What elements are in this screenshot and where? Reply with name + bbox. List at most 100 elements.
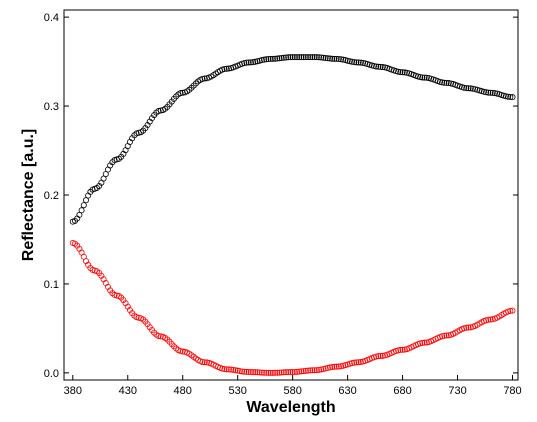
x-tick-label: 480 <box>174 385 192 397</box>
data-point <box>241 60 248 67</box>
data-point <box>338 56 345 63</box>
y-axis: 0.0 0.1 0.2 0.3 0.4 <box>44 12 518 380</box>
data-point <box>265 56 272 63</box>
data-point <box>485 89 492 96</box>
data-point <box>313 367 320 374</box>
x-axis-title: Wavelength <box>246 399 335 416</box>
data-point <box>267 369 274 376</box>
y-tick-label: 0.2 <box>44 190 59 202</box>
data-point <box>342 57 349 64</box>
data-point <box>177 348 184 355</box>
data-point <box>487 89 494 96</box>
data-point <box>357 359 364 366</box>
data-point <box>335 56 342 63</box>
data-point <box>333 55 340 62</box>
data-point <box>370 63 377 70</box>
data-point <box>320 54 327 61</box>
data-point <box>311 367 318 374</box>
data-point <box>289 368 296 375</box>
data-point <box>333 363 340 370</box>
data-point <box>421 339 428 346</box>
data-point <box>331 55 338 62</box>
data-point <box>359 59 366 66</box>
y-tick-label: 0.4 <box>44 12 59 24</box>
data-point <box>423 339 430 346</box>
data-point <box>313 54 320 61</box>
data-point <box>379 352 386 359</box>
data-point <box>327 364 334 371</box>
x-tick-label: 680 <box>393 385 411 397</box>
data-point <box>199 75 206 82</box>
data-point <box>300 54 307 61</box>
data-point <box>417 340 424 347</box>
data-point <box>247 369 254 376</box>
data-point <box>267 55 274 62</box>
data-point <box>318 54 325 61</box>
data-point <box>507 307 514 314</box>
data-point <box>274 55 281 62</box>
data-point <box>80 202 87 209</box>
data-point <box>296 368 303 375</box>
data-point <box>316 366 323 373</box>
data-point <box>225 65 232 72</box>
data-point <box>505 93 512 100</box>
data-point <box>443 332 450 339</box>
data-point <box>298 368 305 375</box>
data-point <box>419 339 426 346</box>
data-point <box>357 59 364 66</box>
data-point <box>283 54 290 61</box>
data-point <box>324 55 331 62</box>
data-point <box>223 366 230 373</box>
x-tick-label: 380 <box>64 385 82 397</box>
data-point <box>469 85 476 92</box>
data-point <box>258 57 265 64</box>
plot-area-frame <box>63 9 519 381</box>
data-point <box>289 54 296 61</box>
data-point <box>502 93 509 100</box>
y-tick-label: 0.0 <box>44 368 59 380</box>
data-point <box>340 56 347 63</box>
data-point <box>252 369 259 376</box>
data-point <box>480 88 487 95</box>
data-point <box>179 89 186 96</box>
data-point <box>419 74 426 81</box>
data-point <box>509 307 516 314</box>
data-point <box>305 367 312 374</box>
data-point <box>245 59 252 66</box>
data-point <box>252 58 259 65</box>
data-point <box>355 359 362 366</box>
data-point <box>318 366 325 373</box>
data-point <box>287 54 294 61</box>
data-point <box>401 346 408 353</box>
data-point <box>298 54 305 61</box>
data-point <box>327 55 334 62</box>
data-point <box>491 90 498 97</box>
data-point <box>344 57 351 64</box>
x-tick-label: 580 <box>283 385 301 397</box>
data-point <box>280 369 287 376</box>
data-point <box>155 108 162 115</box>
data-point <box>243 368 250 375</box>
series-1 <box>69 54 516 225</box>
data-point <box>221 366 228 373</box>
x-tick-label: 430 <box>119 385 137 397</box>
data-point <box>331 363 338 370</box>
y-tick-label: 0.1 <box>44 279 59 291</box>
data-point <box>221 65 228 72</box>
data-point <box>280 54 287 61</box>
data-point <box>258 369 265 376</box>
data-point <box>177 90 184 97</box>
data-point <box>272 55 279 62</box>
data-point <box>335 363 342 370</box>
data-point <box>439 333 446 340</box>
data-point <box>302 367 309 374</box>
data-point <box>254 369 261 376</box>
data-point <box>439 79 446 86</box>
data-point <box>309 54 316 61</box>
data-point <box>399 346 406 353</box>
series-layer <box>69 54 516 376</box>
data-point <box>379 64 386 71</box>
data-point <box>300 368 307 375</box>
data-point <box>179 348 186 355</box>
data-point <box>401 69 408 76</box>
